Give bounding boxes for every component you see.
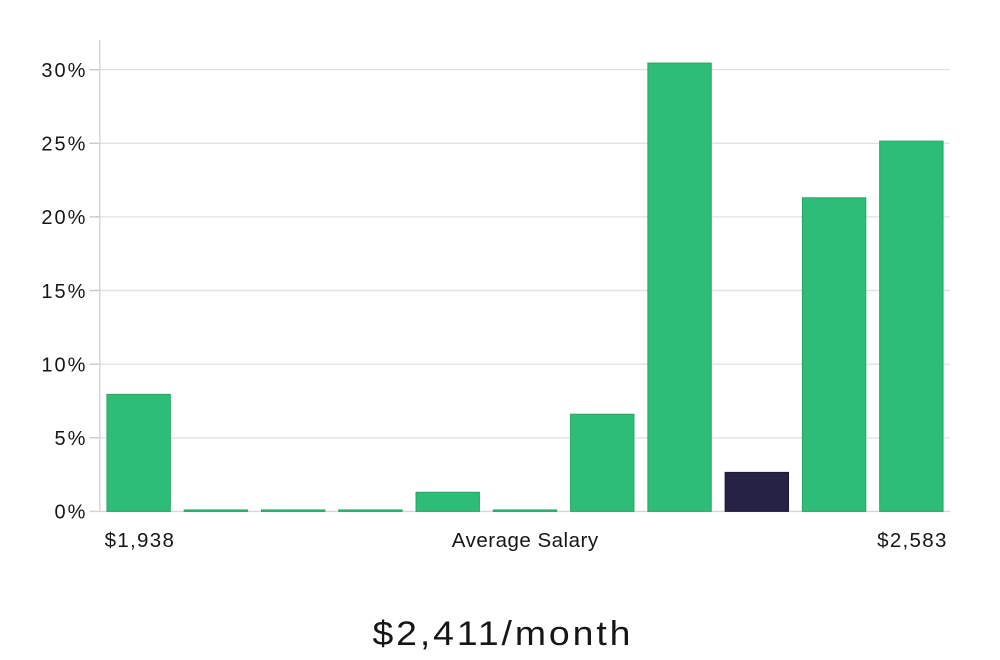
svg-text:Average Salary: Average Salary: [452, 529, 599, 552]
svg-text:$2,583: $2,583: [877, 529, 948, 552]
svg-text:15%: 15%: [41, 281, 87, 303]
svg-text:$2,411/month: $2,411/month: [372, 615, 633, 653]
svg-text:$1,938: $1,938: [105, 529, 176, 552]
svg-text:30%: 30%: [41, 60, 87, 82]
svg-text:0%: 0%: [54, 502, 87, 524]
svg-text:5%: 5%: [54, 428, 87, 450]
svg-text:10%: 10%: [41, 355, 87, 377]
svg-text:25%: 25%: [41, 134, 87, 156]
svg-text:20%: 20%: [41, 207, 87, 229]
